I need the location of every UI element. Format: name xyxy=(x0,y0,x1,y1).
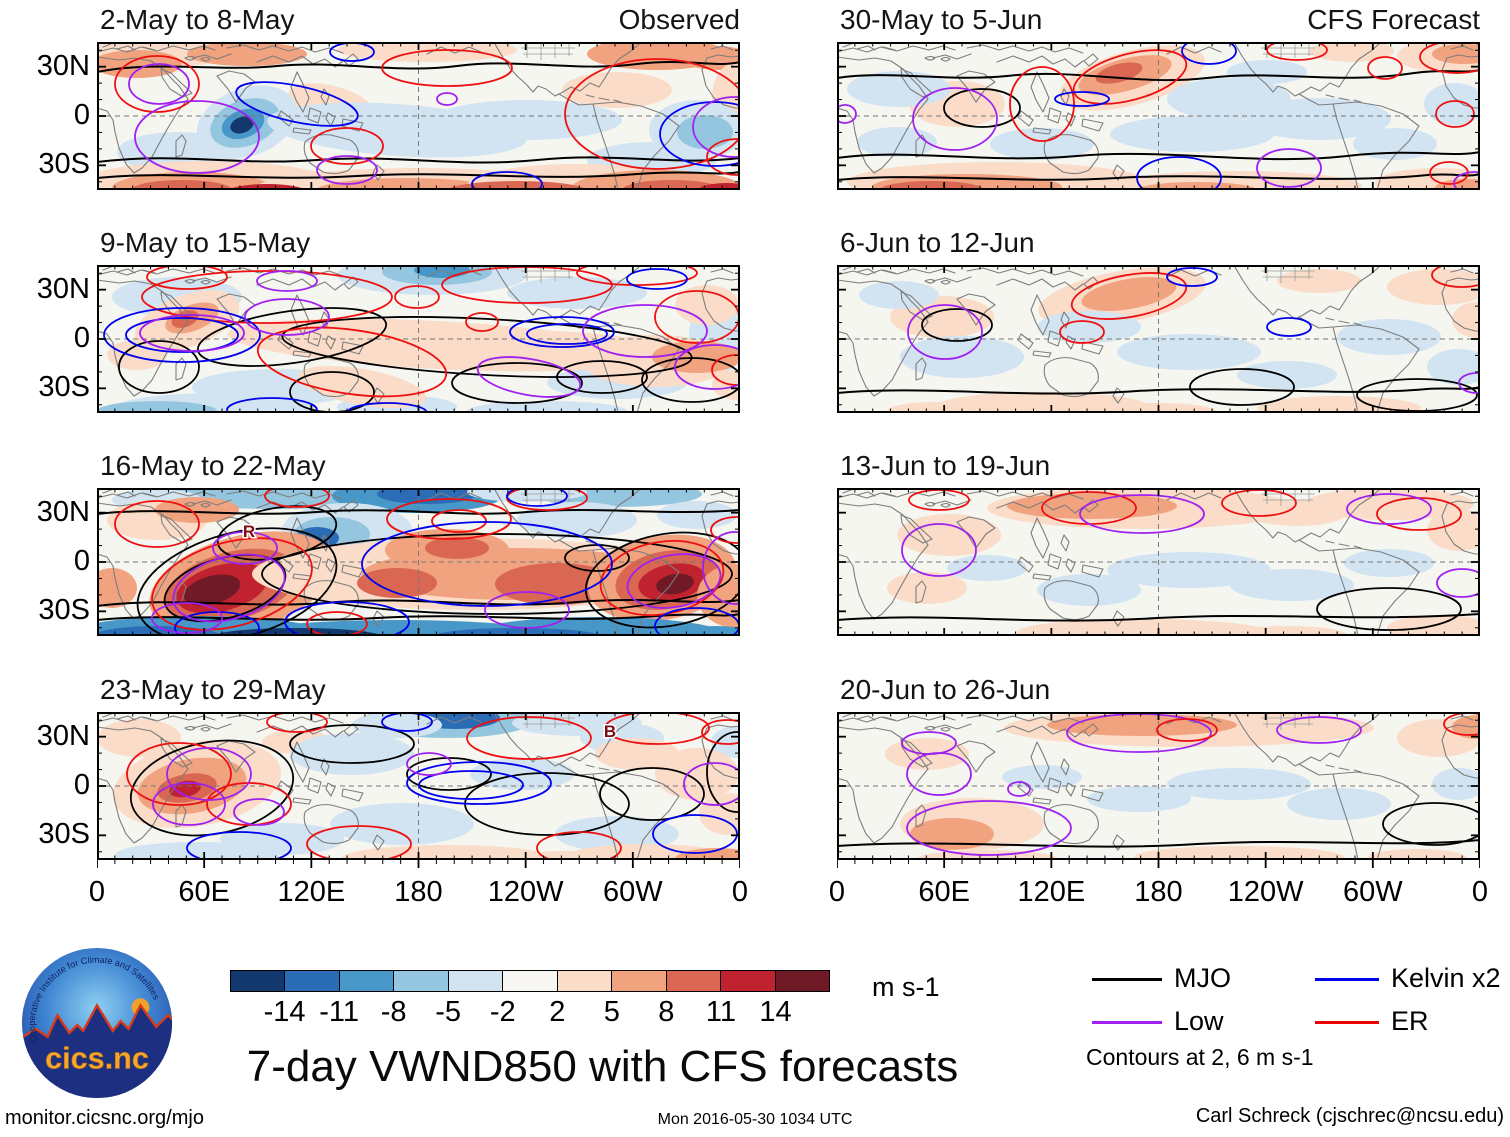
panel-title-fc-1: 30-May to 5-Jun xyxy=(840,4,1043,35)
y-tick-label: 30S xyxy=(38,148,90,181)
colorbar-tick-label: -5 xyxy=(435,996,462,1028)
colorbar-segment xyxy=(447,971,503,991)
y-tick-label: 0 xyxy=(73,322,90,354)
contour-legend: MJO Kelvin x2 Low ER Contours at 2, 6 m … xyxy=(1086,962,1510,1074)
x-tick-label: 0 xyxy=(1471,876,1489,908)
panel-title-obs-3: 16-May to 22-May xyxy=(100,450,326,481)
colorbar-segment xyxy=(720,971,775,991)
x-tick-label: 0 xyxy=(731,876,749,908)
y-tick-label: 0 xyxy=(73,769,90,801)
footer-timestamp: Mon 2016-05-30 1034 UTC xyxy=(657,1111,853,1128)
legend-label-kelvin: Kelvin x2 xyxy=(1391,963,1501,993)
colorbar-tick-label: -14 xyxy=(263,996,306,1028)
figure-title: 7-day VWND850 with CFS forecasts xyxy=(246,1042,959,1091)
colorbar-segment xyxy=(611,971,666,991)
column-label-forecast: CFS Forecast xyxy=(1307,4,1480,35)
legend-label-mjo: MJO xyxy=(1174,963,1231,993)
colorbar-segment xyxy=(665,971,721,991)
legend-note: Contours at 2, 6 m s-1 xyxy=(1086,1044,1314,1070)
colorbar-tick-label: 11 xyxy=(705,996,736,1028)
y-tick-label: 30S xyxy=(38,594,90,627)
colorbar xyxy=(230,970,830,992)
map-panel-fc-week2 xyxy=(837,265,1480,413)
map-panel-fc-week3 xyxy=(837,488,1480,636)
colorbar-segment xyxy=(556,971,612,991)
x-tick-label: 60E xyxy=(918,876,970,908)
colorbar-tick-label: -2 xyxy=(489,996,516,1028)
x-axis-ticks-left xyxy=(97,859,740,868)
legend-label-er: ER xyxy=(1391,1006,1429,1036)
map-panel-obs-week3: R xyxy=(97,488,740,636)
cicsnc-logo: Cooperative Institute for Climate and Sa… xyxy=(21,947,173,1099)
legend-line-mjo xyxy=(1092,978,1162,982)
x-tick-label: 0 xyxy=(828,876,846,908)
y-tick-label: 30N xyxy=(36,495,90,528)
x-tick-label: 180 xyxy=(1134,876,1183,908)
y-tick-label: 30S xyxy=(38,371,90,404)
x-tick-label: 0 xyxy=(88,876,106,908)
colorbar-segment xyxy=(231,971,285,991)
y-tick-label: 30S xyxy=(38,818,90,851)
colorbar-tick-label: 14 xyxy=(759,996,792,1028)
panel-title-obs-1: 2-May to 8-May xyxy=(100,4,295,35)
x-tick-label: 180 xyxy=(394,876,443,908)
colorbar-segment xyxy=(502,971,557,991)
logo-ridge-line xyxy=(21,1002,173,1040)
colorbar-tick-label: 2 xyxy=(549,996,566,1028)
y-tick-label: 30N xyxy=(36,719,90,752)
legend-line-er xyxy=(1315,1021,1379,1025)
legend-label-low: Low xyxy=(1174,1006,1224,1036)
colorbar-tick-label: -11 xyxy=(319,996,359,1028)
map-panel-obs-week2 xyxy=(97,265,740,413)
legend-line-kelvin xyxy=(1315,978,1379,982)
map-panel-fc-week4 xyxy=(837,712,1480,860)
colorbar-tick-label: 5 xyxy=(603,996,620,1028)
y-tick-label: 0 xyxy=(73,545,90,577)
x-tick-label: 60W xyxy=(1343,876,1403,908)
logo-mountains-icon xyxy=(21,1005,173,1099)
x-axis-ticks-right xyxy=(837,859,1480,868)
map-panel-obs-week4: B xyxy=(97,712,740,860)
panel-title-fc-3: 13-Jun to 19-Jun xyxy=(840,450,1051,481)
x-tick-label: 120W xyxy=(1227,876,1304,908)
panel-title-fc-2: 6-Jun to 12-Jun xyxy=(840,227,1035,258)
colorbar-tick-label: 8 xyxy=(658,996,675,1028)
footer-credit: Carl Schreck (cjschrec@ncsu.edu) xyxy=(1195,1105,1504,1127)
colorbar-segment xyxy=(338,971,394,991)
legend-line-low xyxy=(1092,1021,1162,1025)
colorbar-tick-label: -8 xyxy=(380,996,407,1028)
logo-wordmark: cics.nc xyxy=(45,1041,149,1075)
colorbar-units-label: m s-1 xyxy=(872,972,940,1002)
storm-marker: R xyxy=(243,522,255,541)
panel-title-fc-4: 20-Jun to 26-Jun xyxy=(840,674,1051,705)
y-tick-label: 30N xyxy=(36,49,90,82)
x-tick-label: 60W xyxy=(603,876,663,908)
y-tick-label: 0 xyxy=(73,99,90,131)
map-panel-fc-week1 xyxy=(837,42,1480,190)
x-tick-label: 120E xyxy=(1017,876,1086,908)
map-panel-obs-week1 xyxy=(97,42,740,190)
storm-marker: B xyxy=(604,722,616,741)
panel-title-obs-2: 9-May to 15-May xyxy=(100,227,311,258)
x-tick-label: 120W xyxy=(487,876,564,908)
x-tick-label: 120E xyxy=(277,876,346,908)
panel-title-obs-4: 23-May to 29-May xyxy=(100,674,326,705)
x-tick-label: 60E xyxy=(178,876,230,908)
colorbar-segment xyxy=(284,971,339,991)
colorbar-segment xyxy=(393,971,448,991)
column-label-observed: Observed xyxy=(618,4,740,35)
colorbar-segment xyxy=(774,971,829,991)
y-tick-label: 30N xyxy=(36,272,90,305)
footer-url: monitor.cicsnc.org/mjo xyxy=(5,1107,204,1129)
